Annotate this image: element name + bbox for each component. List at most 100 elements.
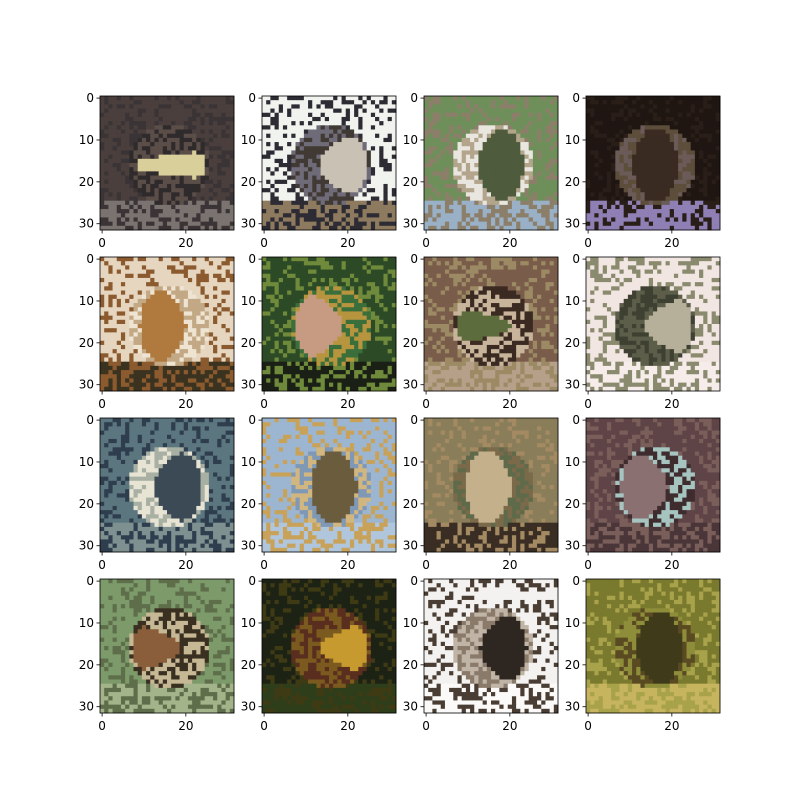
image-pixel: [586, 125, 591, 130]
image-pixel: [383, 137, 389, 143]
image-pixel: [470, 200, 475, 206]
image-pixel: [627, 96, 633, 101]
image-pixel: [474, 188, 479, 193]
image-pixel: [640, 204, 646, 210]
image-pixel: [541, 154, 546, 160]
image-pixel: [465, 146, 471, 151]
image-pixel: [653, 188, 658, 193]
image-pixel: [358, 209, 363, 214]
image-pixel: [541, 108, 546, 114]
image-pixel: [150, 328, 155, 333]
image-pixel: [461, 179, 467, 185]
image-pixel: [303, 154, 309, 160]
image-pixel: [440, 96, 446, 101]
image-pixel: [167, 167, 172, 172]
image-pixel: [669, 150, 675, 156]
image-pixel: [200, 340, 206, 346]
image-pixel: [632, 183, 637, 189]
image-pixel: [167, 315, 172, 321]
image-pixel: [179, 96, 185, 101]
image-pixel: [478, 129, 484, 135]
image-pixel: [175, 328, 180, 333]
image-pixel: [661, 196, 666, 202]
image-pixel: [461, 221, 467, 227]
image-pixel: [623, 183, 629, 189]
image-pixel: [167, 357, 172, 363]
image-pixel: [100, 146, 105, 151]
image-pixel: [208, 282, 214, 287]
image-pixel: [528, 188, 534, 193]
image-pixel: [549, 188, 555, 193]
image-pixel: [200, 154, 206, 160]
image-pixel: [516, 213, 521, 218]
image-pixel: [537, 204, 542, 210]
image-pixel: [707, 133, 713, 139]
image-pixel: [682, 158, 687, 164]
image-pixel: [644, 104, 650, 109]
image-pixel: [141, 121, 147, 126]
image-pixel: [187, 179, 193, 185]
image-pixel: [270, 129, 275, 135]
image-pixel: [436, 137, 442, 143]
image-pixel: [590, 167, 595, 172]
image-pixel: [491, 150, 496, 156]
image-pixel: [615, 154, 620, 160]
image-pixel: [270, 121, 275, 126]
image-pixel: [623, 100, 629, 105]
image-pixel: [266, 221, 271, 227]
image-pixel: [495, 225, 500, 231]
image-pixel: [507, 158, 513, 164]
image-pixel: [158, 261, 164, 266]
image-pixel: [345, 154, 351, 160]
image-pixel: [208, 150, 214, 156]
image-pixel: [187, 150, 193, 156]
image-pixel: [553, 100, 559, 105]
image-pixel: [100, 257, 105, 262]
image-pixel: [141, 273, 147, 279]
image-pixel: [104, 96, 109, 101]
image-pixel: [175, 121, 180, 126]
image-pixel: [125, 336, 130, 342]
image-pixel: [545, 116, 551, 122]
image-pixel: [524, 112, 530, 118]
image-pixel: [553, 179, 559, 185]
image-pixel: [162, 332, 168, 337]
image-pixel: [457, 179, 463, 185]
image-pixel: [158, 269, 164, 275]
image-pixel: [229, 221, 235, 227]
image-pixel: [150, 221, 155, 227]
image-pixel: [162, 116, 168, 122]
image-pixel: [354, 158, 359, 164]
image-pixel: [715, 167, 721, 172]
image-pixel: [495, 108, 500, 114]
image-pixel: [345, 204, 351, 210]
image-pixel: [171, 137, 176, 143]
image-pixel: [221, 200, 227, 206]
image-pixel: [167, 192, 172, 197]
image-pixel: [100, 179, 105, 185]
image-pixel: [120, 357, 126, 363]
image-pixel: [602, 150, 608, 156]
image-pixel: [707, 116, 713, 122]
image-pixel: [686, 137, 692, 143]
image-pixel: [478, 112, 484, 118]
image-pixel: [537, 217, 542, 223]
image-pixel: [213, 183, 218, 189]
image-pixel: [602, 100, 608, 105]
image-pixel: [337, 175, 342, 181]
image-pixel: [225, 294, 231, 300]
image-pixel: [262, 175, 267, 181]
image-pixel: [270, 150, 275, 156]
image-pixel: [495, 133, 500, 139]
image-pixel: [208, 357, 214, 363]
image-pixel: [278, 171, 284, 176]
image-pixel: [333, 129, 338, 135]
image-pixel: [678, 108, 683, 114]
image-pixel: [154, 96, 160, 101]
image-pixel: [632, 104, 637, 109]
image-pixel: [112, 142, 118, 147]
image-pixel: [192, 112, 197, 118]
image-pixel: [715, 154, 721, 160]
image-pixel: [486, 96, 492, 101]
image-pixel: [171, 349, 176, 354]
